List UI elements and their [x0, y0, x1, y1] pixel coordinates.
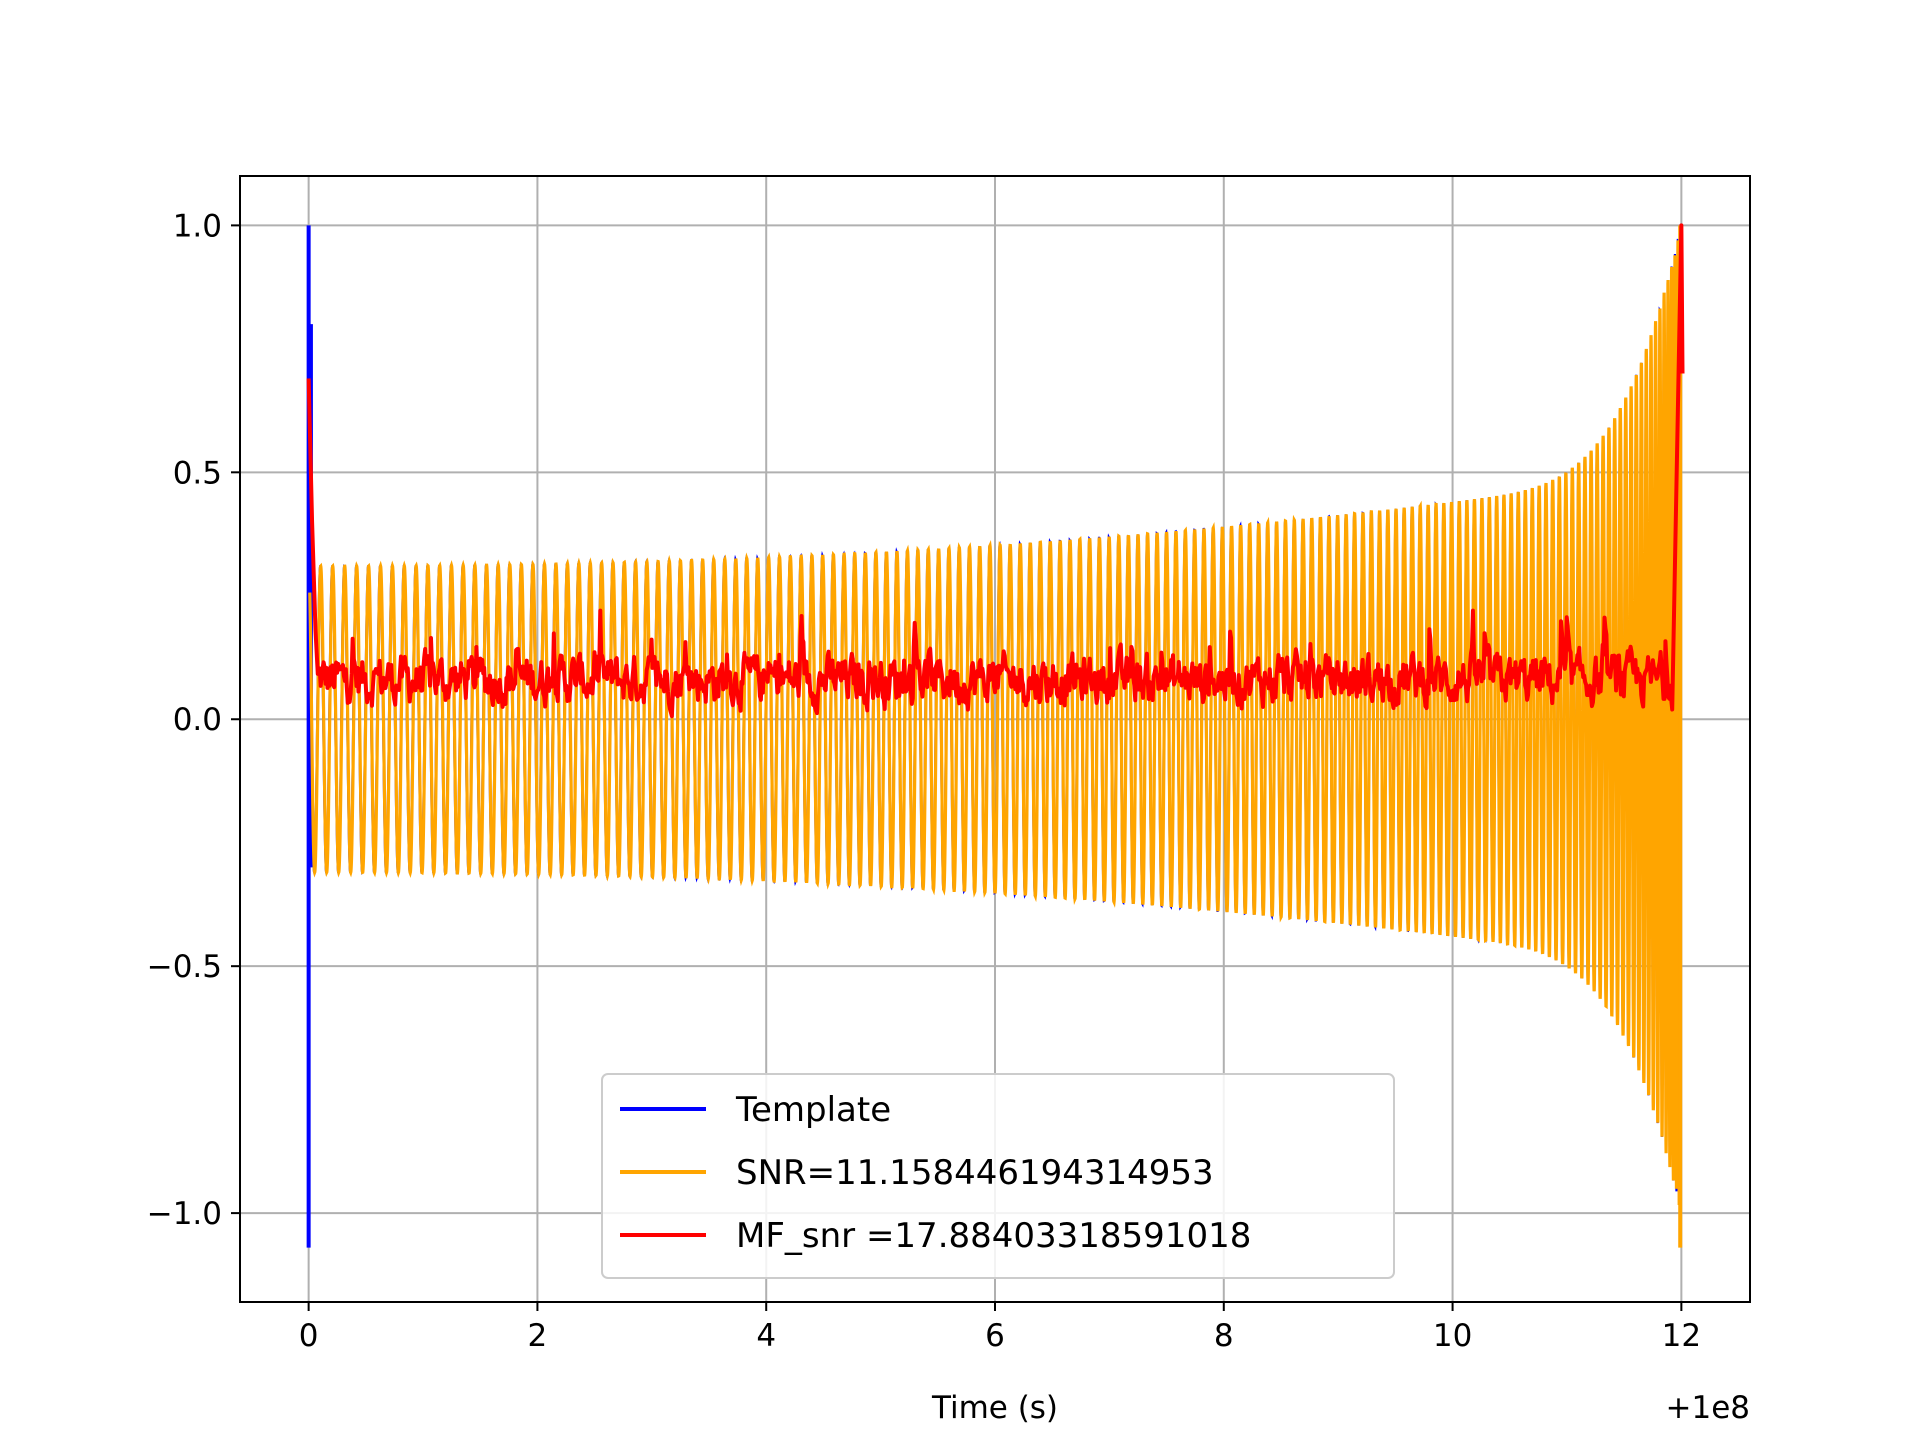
legend: Template SNR=11.158446194314953 MF_snr =… [601, 1073, 1395, 1279]
legend-label-template: Template [735, 1090, 891, 1130]
y-tick-label: 1.0 [173, 208, 222, 244]
series-layer [306, 223, 1685, 1248]
x-tick-label: 12 [1662, 1318, 1701, 1354]
x-tick-label: 10 [1433, 1318, 1472, 1354]
series-snr-line [308, 240, 1682, 1206]
y-tick-label: 0.5 [173, 455, 222, 491]
x-tick-label: 4 [756, 1318, 776, 1354]
x-tick-label: 6 [985, 1318, 1005, 1354]
x-tick-label: 8 [1214, 1318, 1234, 1354]
x-tick-label: 0 [299, 1318, 319, 1354]
axis-ticks: 0 2 4 6 8 10 12 −1.0 −0.5 0.0 0.5 1.0 [147, 208, 1701, 1354]
y-tick-label: −1.0 [147, 1196, 222, 1232]
legend-label-snr: SNR=11.158446194314953 [736, 1153, 1214, 1193]
y-tick-label: −0.5 [147, 949, 222, 985]
legend-box [601, 1073, 1395, 1279]
x-axis-label: Time (s) [931, 1390, 1058, 1426]
x-tick-label: 2 [528, 1318, 548, 1354]
series-mf-snr-line [306, 223, 1685, 719]
y-tick-label: 0.0 [173, 702, 222, 738]
x-axis-offset-label: +1e8 [1666, 1390, 1751, 1426]
legend-label-mf-snr: MF_snr =17.88403318591018 [736, 1216, 1251, 1256]
